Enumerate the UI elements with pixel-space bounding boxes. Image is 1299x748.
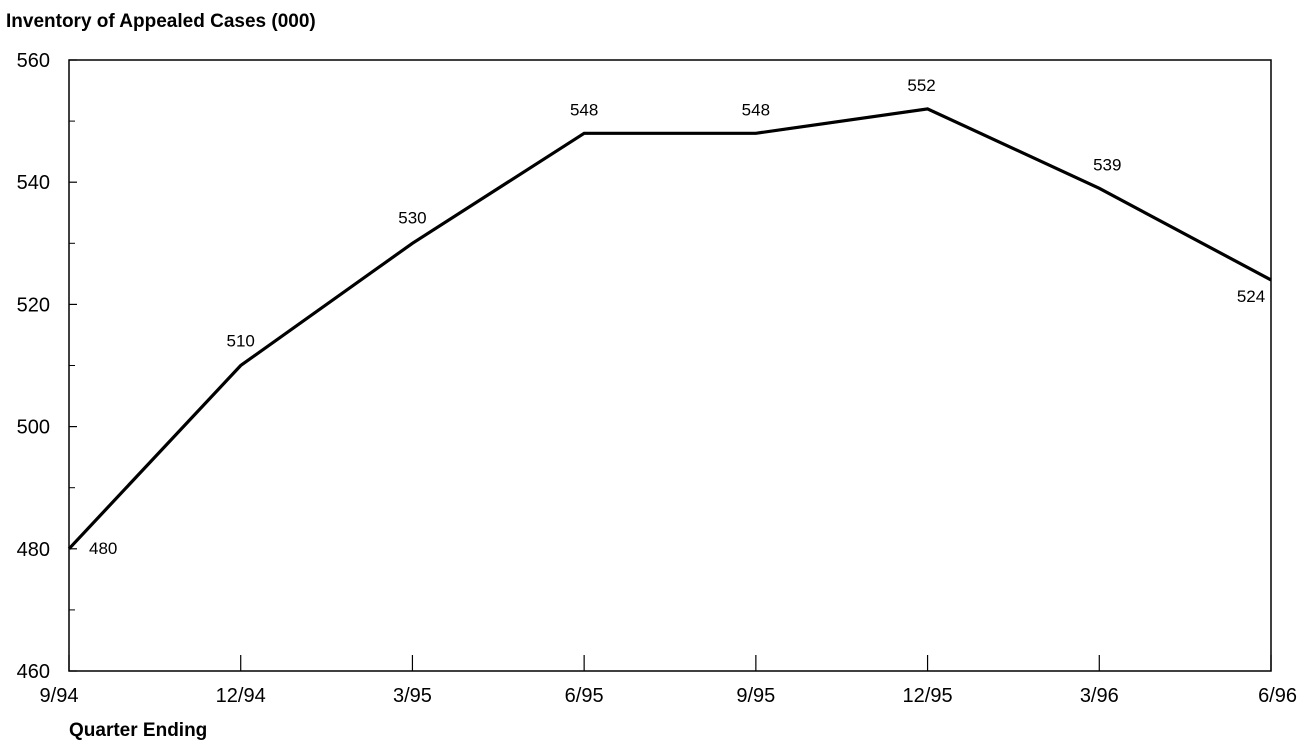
x-tick-label: 6/95 — [565, 685, 604, 707]
chart-title: Inventory of Appealed Cases (000) — [6, 11, 316, 32]
data-label: 539 — [1093, 155, 1121, 174]
y-tick-label: 480 — [17, 539, 50, 561]
data-label: 548 — [570, 100, 598, 119]
x-tick-label: 3/96 — [1080, 685, 1119, 707]
data-label: 548 — [742, 100, 770, 119]
x-axis-label: Quarter Ending — [69, 720, 207, 741]
y-tick-label: 460 — [17, 661, 50, 683]
data-label: 510 — [227, 332, 255, 351]
data-label: 552 — [907, 76, 935, 95]
data-label: 524 — [1237, 287, 1265, 306]
data-label: 480 — [89, 539, 117, 558]
y-axis: 460 480 500 520 540 560 — [17, 50, 77, 683]
y-tick-label: 500 — [17, 417, 50, 439]
plot-frame — [69, 60, 1271, 671]
x-tick-label: 12/94 — [216, 685, 266, 707]
data-label: 530 — [398, 208, 426, 227]
y-tick-label: 520 — [17, 294, 50, 316]
x-axis: 9/94 12/94 3/95 6/95 9/95 12/95 3/96 6/96 — [40, 655, 1297, 707]
series-layer — [69, 109, 1271, 549]
x-tick-label: 9/95 — [736, 685, 775, 707]
x-tick-label: 12/95 — [903, 685, 953, 707]
x-tick-label: 6/96 — [1258, 685, 1297, 707]
series-line — [69, 109, 1271, 549]
x-tick-label: 3/95 — [393, 685, 432, 707]
x-tick-label: 9/94 — [40, 685, 79, 707]
y-tick-label: 560 — [17, 50, 50, 72]
data-labels: 480 510 530 548 548 552 539 524 — [89, 76, 1265, 558]
y-tick-label: 540 — [17, 172, 50, 194]
